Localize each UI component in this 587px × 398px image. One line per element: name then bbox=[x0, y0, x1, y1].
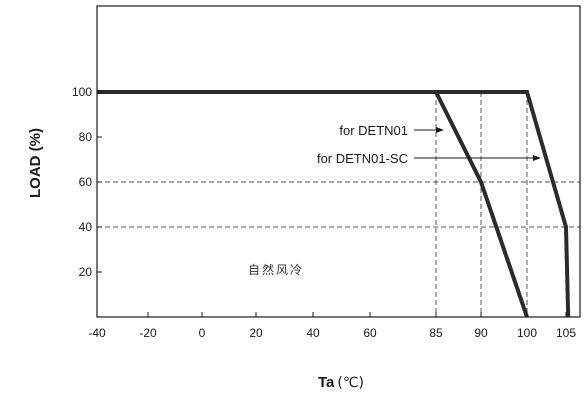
x-tick-label--40: -40 bbox=[88, 326, 106, 340]
reference-lines bbox=[97, 92, 580, 317]
x-tick-label-0: 0 bbox=[199, 326, 206, 340]
cooling-annotation: 自然风冷 bbox=[248, 262, 304, 277]
x-tick-label-100: 100 bbox=[517, 326, 537, 340]
x-tick-label-90: 90 bbox=[474, 326, 488, 340]
y-tick-label-60: 60 bbox=[79, 175, 93, 189]
x-axis-title-unit: (℃) bbox=[337, 375, 364, 391]
x-tick-label--20: -20 bbox=[139, 326, 157, 340]
x-axis-title: Ta (℃) bbox=[318, 374, 364, 391]
x-tick-label-20: 20 bbox=[249, 326, 263, 340]
legend-label-detn01: for DETN01 bbox=[339, 123, 408, 138]
plot-frame bbox=[96, 5, 581, 318]
legend-arrows bbox=[414, 127, 541, 161]
x-tick-label-105: 105 bbox=[556, 326, 576, 340]
arrow-detn01-head bbox=[436, 127, 444, 133]
x-tick-label-60: 60 bbox=[363, 326, 377, 340]
y-axis-title: LOAD (%) bbox=[27, 128, 44, 198]
x-tick-label-40: 40 bbox=[306, 326, 320, 340]
series-line-1 bbox=[97, 90, 529, 318]
x-axis-title-main: Ta bbox=[318, 374, 335, 391]
y-tick-label-100: 100 bbox=[72, 85, 92, 99]
y-tick-label-40: 40 bbox=[79, 220, 93, 234]
x-tick-label-85: 85 bbox=[429, 326, 443, 340]
series-lines bbox=[97, 90, 571, 318]
plot-border bbox=[96, 5, 581, 318]
y-tick-label-20: 20 bbox=[79, 265, 93, 279]
arrow-detn01-sc-head bbox=[533, 155, 541, 161]
legend-label-detn01-sc: for DETN01-SC bbox=[317, 151, 408, 166]
series-line-2 bbox=[97, 90, 571, 318]
axis-ticks: -40 -20 0 20 40 60 85 90 100 105 20 40 60 80 100 bbox=[72, 85, 576, 340]
y-tick-label-80: 80 bbox=[79, 130, 93, 144]
